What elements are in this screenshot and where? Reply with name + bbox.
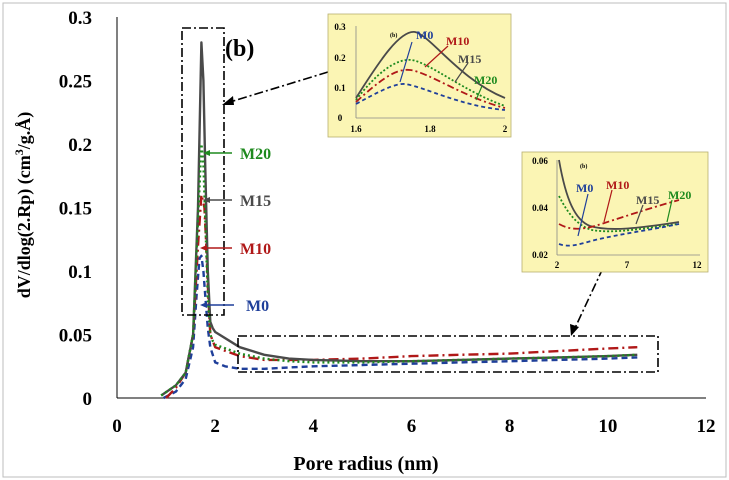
x-tick-label: 8 (505, 416, 515, 437)
inset-peak-label-m20: M20 (474, 73, 497, 87)
inset-peak-arrow-m15 (454, 62, 469, 83)
annot-m10-label: M10 (240, 241, 271, 258)
inset-tail-line-m10 (558, 199, 680, 230)
inset-tail: 0.06 0.04 0.02 2 7 12 (b) M0 M10 M15 M20 (521, 151, 709, 273)
inset-peak-ytick-0-2: 0.2 (334, 53, 346, 63)
series-line-m20 (160, 142, 638, 397)
inset-tail-ytick-0-06: 0.06 (532, 156, 548, 166)
x-tick-labels: 0 2 4 6 8 10 12 (112, 416, 715, 437)
tail-callout-line (574, 267, 604, 329)
inset-peak-xtick-1-8: 1.8 (424, 124, 436, 134)
inset-peak-arrow-m10 (424, 45, 449, 68)
y-tick-label: 0.05 (59, 326, 92, 347)
inset-peak-arrow-m20 (475, 85, 483, 101)
inset-peak-line-m20 (355, 59, 506, 107)
inset-tail-line-m15 (558, 159, 680, 230)
inset-peak-label-m10: M10 (446, 34, 469, 48)
inset-peak-line-m10 (355, 69, 506, 109)
inset-tail-arrow-m20 (666, 199, 673, 223)
peak-zoom-box (181, 27, 225, 316)
y-tick-labels: 0 0.05 0.1 0.15 0.2 0.25 0.3 (59, 8, 92, 410)
peak-callout-arrowhead (222, 96, 234, 105)
y-tick-label: 0.25 (59, 72, 92, 93)
inset-tail-label-m10: M10 (606, 178, 629, 192)
inset-tail-arrow-m0 (577, 193, 589, 237)
inset-peak: 0.3 0.2 0.1 0 1.6 1.8 2 (b) M0 M10 M15 M… (327, 13, 512, 138)
annot-m0-label: M0 (246, 298, 269, 315)
peak-callout-line (229, 71, 329, 103)
inset-peak-panel-label: (b) (390, 32, 397, 39)
y-tick-label: 0.2 (68, 135, 92, 156)
x-tick-label: 0 (112, 416, 122, 437)
x-tick-label: 2 (210, 416, 220, 437)
inset-tail-arrow-m10 (603, 189, 613, 223)
series-annotations: M20 M15 M10 M0 (200, 146, 271, 315)
tail-callout-arrowhead (570, 324, 579, 336)
inset-peak-ytick-0: 0 (338, 113, 343, 123)
annot-m15-arrowhead (203, 197, 210, 203)
tail-zoom-box (237, 335, 659, 373)
inset-tail-ytick-0-04: 0.04 (532, 203, 548, 213)
x-tick-label: 6 (407, 416, 417, 437)
annot-m0-arrowhead (200, 302, 207, 308)
inset-tail-line-m20 (558, 195, 680, 233)
inset-peak-line-m0 (355, 83, 506, 111)
inset-tail-label-m20: M20 (668, 188, 691, 202)
inset-tail-panel-label: (b) (580, 163, 587, 170)
x-tick-label: 4 (309, 416, 319, 437)
annot-m20-label: M20 (240, 146, 271, 163)
axes (116, 17, 706, 399)
inset-peak-line-m15 (355, 31, 506, 99)
inset-peak-ytick-0-3: 0.3 (334, 22, 346, 32)
y-tick-label: 0.15 (59, 199, 92, 220)
inset-tail-line-m0 (558, 223, 680, 247)
inset-tail-label-m15: M15 (636, 193, 659, 207)
inset-peak-xtick-1-6: 1.6 (350, 124, 362, 134)
inset-tail-xtick-12: 12 (693, 260, 703, 270)
series-line-m15 (160, 41, 638, 397)
inset-tail-xtick-2: 2 (555, 260, 560, 270)
x-tick-label: 10 (598, 416, 617, 437)
annot-m20-arrowhead (203, 150, 210, 156)
y-tick-label: 0 (83, 389, 93, 410)
x-tick-label: 12 (697, 416, 716, 437)
inset-peak-label-m0: M0 (416, 28, 433, 42)
inset-peak-label-m15: M15 (458, 52, 481, 66)
inset-tail-label-m0: M0 (576, 181, 593, 195)
annot-m15-label: M15 (240, 193, 271, 210)
inset-tail-background (521, 151, 709, 273)
inset-peak-arrow-m0 (399, 41, 413, 83)
inset-tail-xtick-7: 7 (625, 260, 630, 270)
annot-m10-arrowhead (200, 245, 207, 251)
series-group (160, 41, 638, 400)
inset-tail-arrow-m15 (635, 204, 644, 225)
inset-tail-ytick-0-02: 0.02 (532, 250, 548, 260)
inset-peak-ytick-0-1: 0.1 (334, 83, 346, 93)
y-tick-label: 0.1 (68, 262, 92, 283)
y-tick-label: 0.3 (68, 8, 92, 29)
x-axis-title: Pore radius (nm) (293, 453, 438, 475)
y-axis-title: dV/dlog(2.Rp) (cm3/g.Å) (12, 112, 35, 299)
inset-peak-xtick-2: 2 (503, 124, 508, 134)
panel-label: (b) (225, 36, 254, 62)
